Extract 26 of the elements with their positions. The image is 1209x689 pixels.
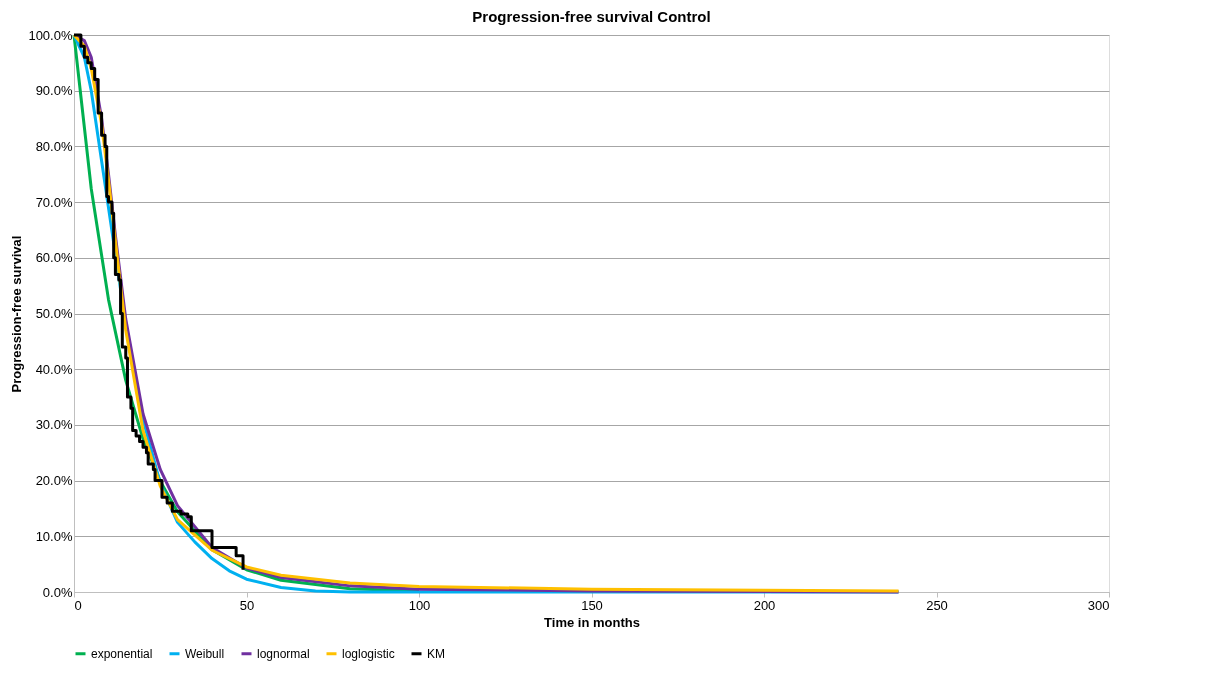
y-tick-label: 40.0% (35, 361, 73, 377)
y-tick-label: 50.0% (35, 306, 73, 321)
legend-label: loglogistic (342, 646, 395, 661)
legend-label: KM (427, 646, 445, 661)
legend-label: exponential (91, 646, 153, 661)
legend-label: Weibull (185, 646, 225, 661)
y-tick-label: 80.0% (35, 138, 73, 154)
y-tick-label: 60.0% (35, 250, 73, 266)
y-tick-label: 10.0% (35, 528, 73, 544)
chart-title: Progression-free survival Control (472, 8, 711, 25)
legend-label: lognormal (257, 646, 310, 661)
y-tick-label: 30.0% (35, 417, 73, 433)
x-tick-label: 250 (926, 597, 948, 613)
x-tick-label: 200 (753, 597, 776, 613)
y-tick-label: 20.0% (35, 473, 73, 489)
x-tick-label: 300 (1087, 597, 1110, 613)
y-tick-label: 100.0% (28, 27, 73, 43)
x-axis-title: Time in months (544, 614, 640, 630)
x-tick-label: 100 (408, 597, 431, 613)
x-tick-label: 50 (239, 597, 255, 613)
y-axis-title: Progression-free survival (9, 235, 25, 393)
y-tick-label: 90.0% (35, 83, 73, 99)
y-tick-label: 0.0% (42, 584, 73, 600)
x-tick-label: 150 (581, 597, 603, 613)
x-tick-label: 0 (74, 597, 82, 613)
y-tick-label: 70.0% (35, 194, 73, 210)
